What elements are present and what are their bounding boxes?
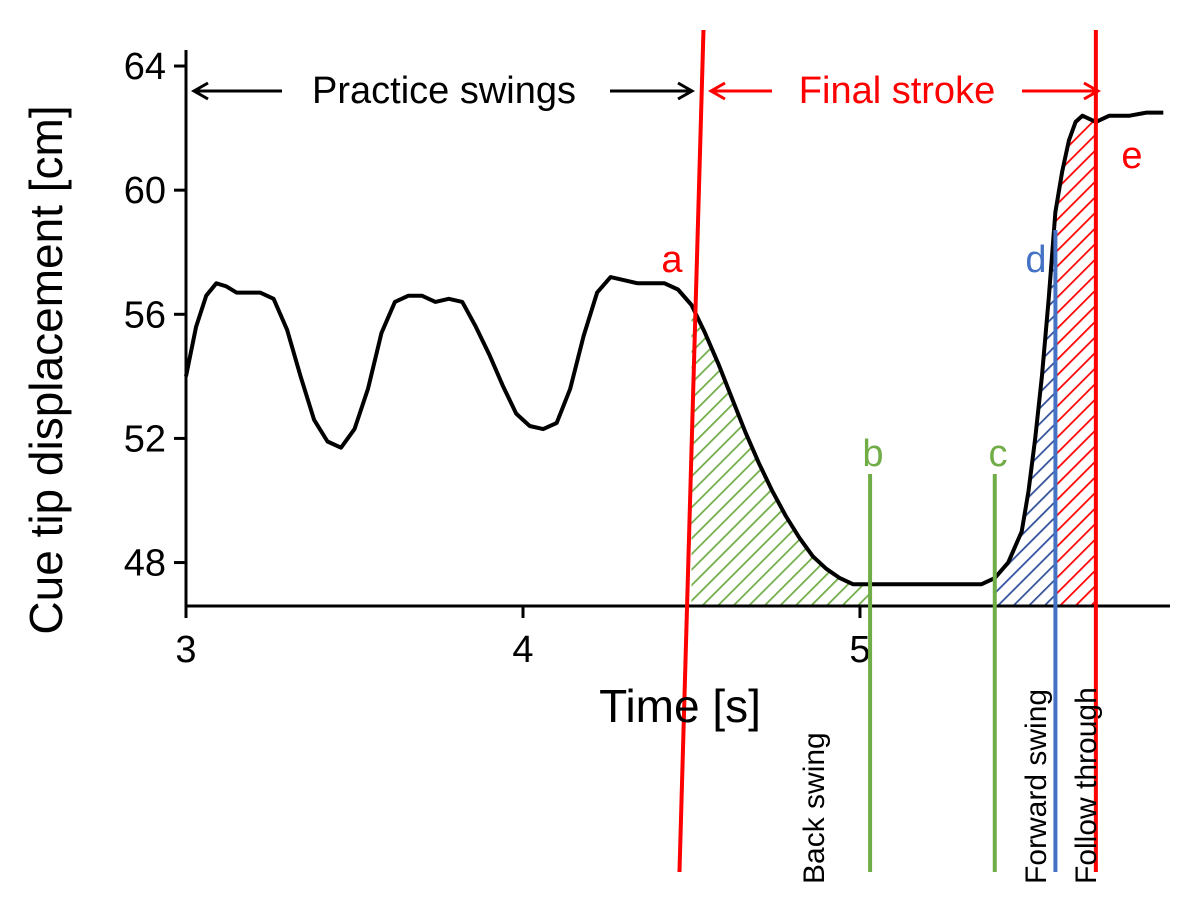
phase-follow-through-label: Follow through bbox=[1070, 687, 1103, 884]
event-b-label: b bbox=[862, 433, 883, 475]
final-annotation: Final stroke bbox=[707, 70, 1102, 112]
x-axis-title: Time [s] bbox=[599, 680, 761, 732]
x-tick-label: 3 bbox=[175, 629, 196, 671]
y-ticks: 48 52 56 60 64 bbox=[124, 46, 186, 585]
final-arrowhead-left bbox=[707, 81, 726, 101]
phase-fill bbox=[691, 305, 871, 606]
x-tick-label: 5 bbox=[849, 629, 870, 671]
final-label: Final stroke bbox=[799, 70, 995, 112]
practice-label: Practice swings bbox=[312, 70, 576, 112]
practice-arrowhead-left bbox=[190, 81, 209, 101]
phase-fill bbox=[994, 211, 1056, 606]
phase-fills bbox=[691, 115, 1096, 606]
event-lines bbox=[677, 29, 1098, 873]
event-e-label: e bbox=[1121, 135, 1142, 177]
event-a-line bbox=[677, 29, 706, 873]
y-tick-label: 64 bbox=[124, 46, 166, 88]
phase-fill bbox=[1055, 115, 1096, 606]
x-ticks: 3 4 5 bbox=[175, 606, 871, 671]
practice-arrowhead-right bbox=[677, 81, 696, 101]
event-d-label: d bbox=[1025, 239, 1046, 281]
y-tick-label: 48 bbox=[124, 543, 166, 585]
event-c-label: c bbox=[989, 433, 1008, 475]
final-arrowhead-right bbox=[1083, 81, 1102, 101]
phase-forward-swing-label: Forward swing bbox=[1020, 689, 1053, 884]
y-tick-label: 60 bbox=[124, 170, 166, 212]
y-axis-title: Cue tip displacement [cm] bbox=[20, 105, 72, 634]
x-tick-label: 4 bbox=[512, 629, 533, 671]
practice-annotation: Practice swings bbox=[190, 70, 696, 112]
series-line bbox=[184, 110, 1164, 587]
event-a-label: a bbox=[661, 239, 683, 281]
phase-back-swing-label: Back swing bbox=[798, 732, 831, 884]
y-tick-label: 52 bbox=[124, 418, 166, 460]
y-tick-label: 56 bbox=[124, 294, 166, 336]
